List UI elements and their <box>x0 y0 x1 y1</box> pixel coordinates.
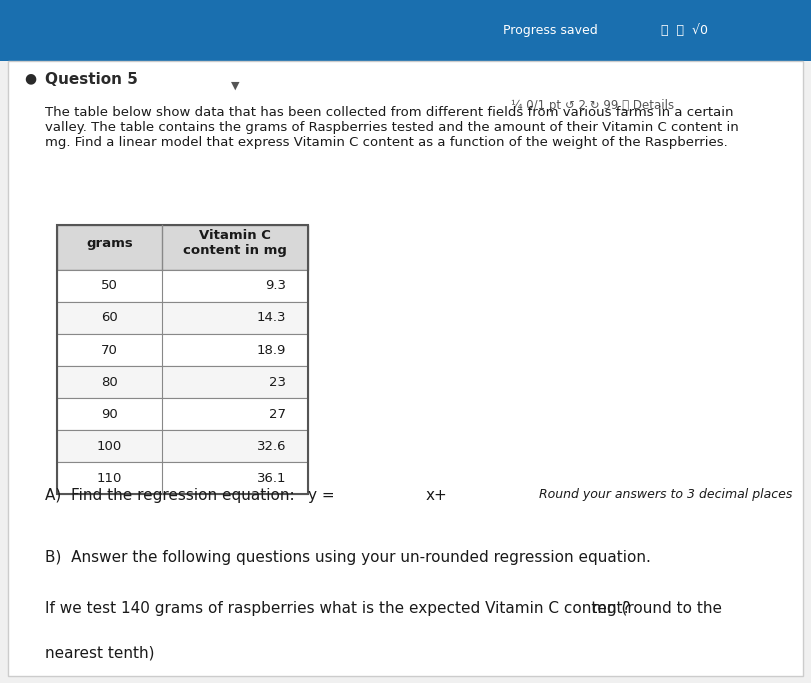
Text: The table below show data that has been collected from different fields from var: The table below show data that has been … <box>45 106 738 149</box>
Text: 18.9: 18.9 <box>257 344 286 357</box>
Text: 23: 23 <box>269 376 286 389</box>
Text: x+: x+ <box>426 488 448 503</box>
Text: 60: 60 <box>101 311 118 324</box>
Text: mg (round to the: mg (round to the <box>592 601 722 616</box>
Text: >: > <box>283 80 294 94</box>
Text: nearest tenth): nearest tenth) <box>45 645 154 660</box>
Text: grams: grams <box>86 236 133 250</box>
Text: 70: 70 <box>101 344 118 357</box>
Text: Done: Done <box>604 29 637 42</box>
Text: 90: 90 <box>101 408 118 421</box>
Text: ●: ● <box>24 72 36 85</box>
Text: 80: 80 <box>101 376 118 389</box>
Text: If we test 140 grams of raspberries what is the expected Vitamin C content?: If we test 140 grams of raspberries what… <box>45 601 630 616</box>
Text: A)  Find the regression equation:: A) Find the regression equation: <box>45 488 294 503</box>
Text: ¼ 0/1 pt ↺ 2 ↻ 99 ⓘ Details: ¼ 0/1 pt ↺ 2 ↻ 99 ⓘ Details <box>511 99 674 112</box>
Text: 32.6: 32.6 <box>257 440 286 453</box>
Text: ▼: ▼ <box>231 81 239 90</box>
Text: 100: 100 <box>97 440 122 453</box>
Text: Round your answers to 3 decimal places: Round your answers to 3 decimal places <box>539 488 792 501</box>
Text: <: < <box>257 80 268 94</box>
Text: y =: y = <box>308 488 335 503</box>
Text: 📄  🔒  √0: 📄 🔒 √0 <box>661 24 708 38</box>
Text: Question 5: Question 5 <box>45 72 138 87</box>
Text: 110: 110 <box>97 472 122 485</box>
Text: 9.3: 9.3 <box>265 279 286 292</box>
Text: 14.3: 14.3 <box>257 311 286 324</box>
Text: Vitamin C
content in mg: Vitamin C content in mg <box>183 229 287 257</box>
Text: 36.1: 36.1 <box>257 472 286 485</box>
Text: Progress saved: Progress saved <box>503 24 598 38</box>
Text: 27: 27 <box>269 408 286 421</box>
Text: 50: 50 <box>101 279 118 292</box>
Text: B)  Answer the following questions using your un-rounded regression equation.: B) Answer the following questions using … <box>45 550 650 565</box>
